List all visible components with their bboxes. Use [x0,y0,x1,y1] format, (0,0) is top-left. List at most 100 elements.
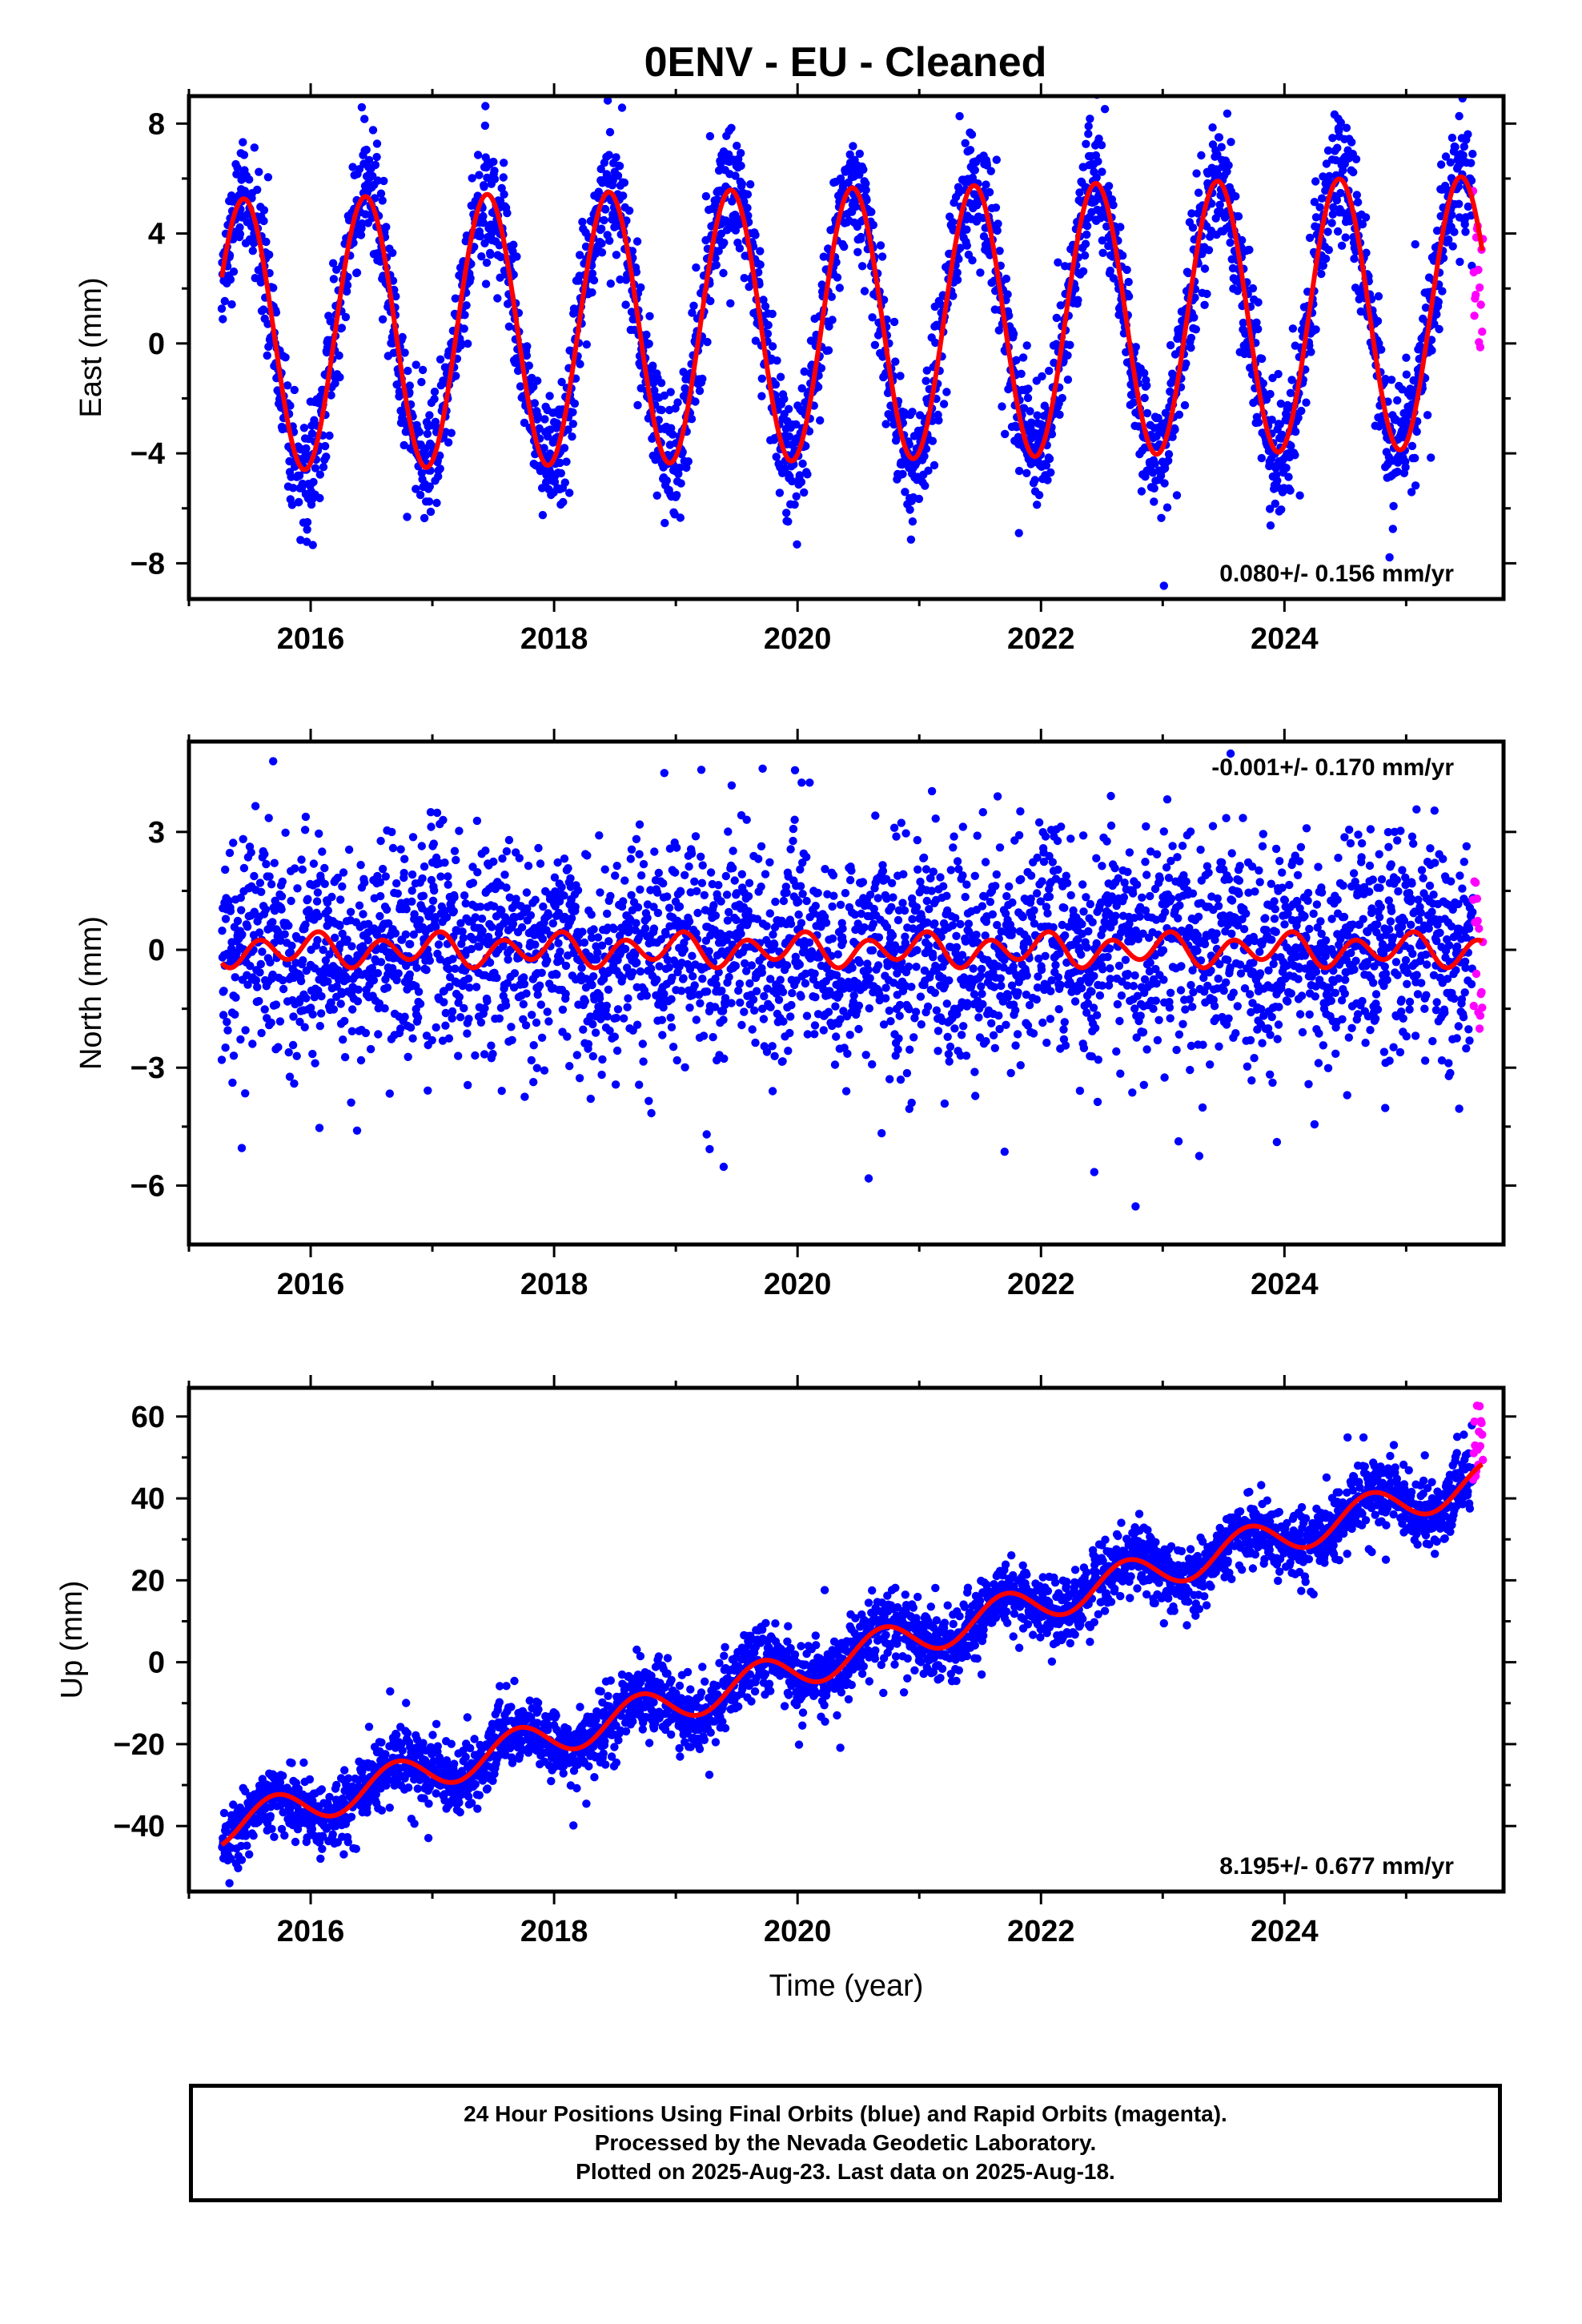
final-orbit-point [319,463,328,472]
final-orbit-point [415,428,424,436]
final-orbit-point [620,944,630,954]
x-tick-label: 2024 [1251,622,1319,656]
final-orbit-point [420,513,429,523]
final-orbit-point [225,848,235,858]
final-orbit-point [778,987,788,997]
final-orbit-point [727,781,737,790]
final-orbit-point [589,925,598,934]
final-orbit-point [587,910,596,919]
final-orbit-point [231,1010,239,1019]
final-orbit-point [540,444,548,452]
final-orbit-point [317,991,326,1001]
final-orbit-point [624,206,634,215]
final-orbit-point [259,216,268,226]
final-orbit-point [1045,454,1054,464]
final-orbit-point [632,1020,642,1029]
final-orbit-point [1150,497,1158,506]
final-orbit-point [393,889,402,899]
final-orbit-point [1342,123,1351,132]
final-orbit-point [265,872,274,881]
final-orbit-point [606,891,615,901]
final-orbit-point [976,268,985,277]
final-orbit-point [291,864,299,873]
final-orbit-point [780,395,789,404]
final-orbit-point [754,267,763,277]
final-orbit-point [251,274,259,283]
final-orbit-point [255,996,263,1006]
final-orbit-point [768,309,777,319]
final-orbit-point [1106,266,1115,275]
final-orbit-point [830,1060,840,1069]
final-orbit-point [564,864,572,873]
final-orbit-point [705,1144,714,1154]
final-orbit-point [824,1007,833,1016]
final-orbit-point [1003,290,1012,299]
final-orbit-point [737,1020,746,1030]
final-orbit-point [828,934,837,943]
final-orbit-point [362,145,371,155]
final-orbit-point [452,855,460,865]
final-orbit-point [761,870,770,879]
final-orbit-point [594,187,603,196]
final-orbit-point [737,929,745,939]
final-orbit-point [524,361,533,370]
final-orbit-point [329,1005,339,1014]
final-orbit-point [226,907,235,915]
final-orbit-point [589,972,598,981]
final-orbit-point [255,879,265,887]
final-orbit-point [1434,297,1443,307]
final-orbit-point [1190,313,1199,322]
final-orbit-point [778,1057,787,1066]
final-orbit-point [633,400,642,410]
final-orbit-point [810,1030,819,1039]
final-orbit-point [744,907,753,916]
final-orbit-point [659,879,668,888]
final-orbit-point [441,1021,450,1030]
final-orbit-point [1055,410,1064,419]
final-orbit-point [1447,133,1457,143]
final-orbit-point [568,420,577,428]
final-orbit-point [280,930,289,939]
final-orbit-point [1257,453,1267,463]
final-orbit-point [237,906,246,915]
final-orbit-point [1084,122,1093,131]
final-orbit-point [595,831,604,840]
final-orbit-point [288,1040,298,1050]
final-orbit-point [1254,298,1263,307]
final-orbit-point [424,497,434,506]
final-orbit-point [1286,486,1295,495]
final-orbit-point [669,1043,678,1051]
final-orbit-point [921,481,930,490]
final-orbit-point [256,959,265,969]
final-orbit-point [488,923,496,931]
final-orbit-point [486,250,495,259]
final-orbit-point [751,1038,760,1047]
final-orbit-point [1321,254,1331,263]
final-orbit-point [570,399,580,408]
final-orbit-point [1450,227,1459,236]
final-orbit-point [229,1051,239,1060]
final-orbit-point [447,428,456,437]
final-orbit-point [358,219,367,228]
final-orbit-point [550,477,560,486]
final-orbit-point [414,987,424,996]
final-orbit-point [709,1032,717,1042]
rapid-orbit-point [1478,328,1487,336]
final-orbit-point [800,367,809,376]
final-orbit-point [800,488,809,497]
final-orbit-point [697,852,705,862]
final-orbit-point [504,322,514,331]
final-orbit-point [795,960,804,969]
final-orbit-point [510,969,520,978]
final-orbit-point [991,203,1001,212]
final-orbit-point [985,187,994,197]
final-orbit-point [1350,254,1359,263]
final-orbit-point [408,897,416,907]
final-orbit-point [412,360,420,369]
final-orbit-point [582,340,591,349]
final-orbit-point [914,494,924,504]
final-orbit-point [802,853,811,862]
final-orbit-point [705,947,713,956]
final-orbit-point [1432,310,1441,319]
